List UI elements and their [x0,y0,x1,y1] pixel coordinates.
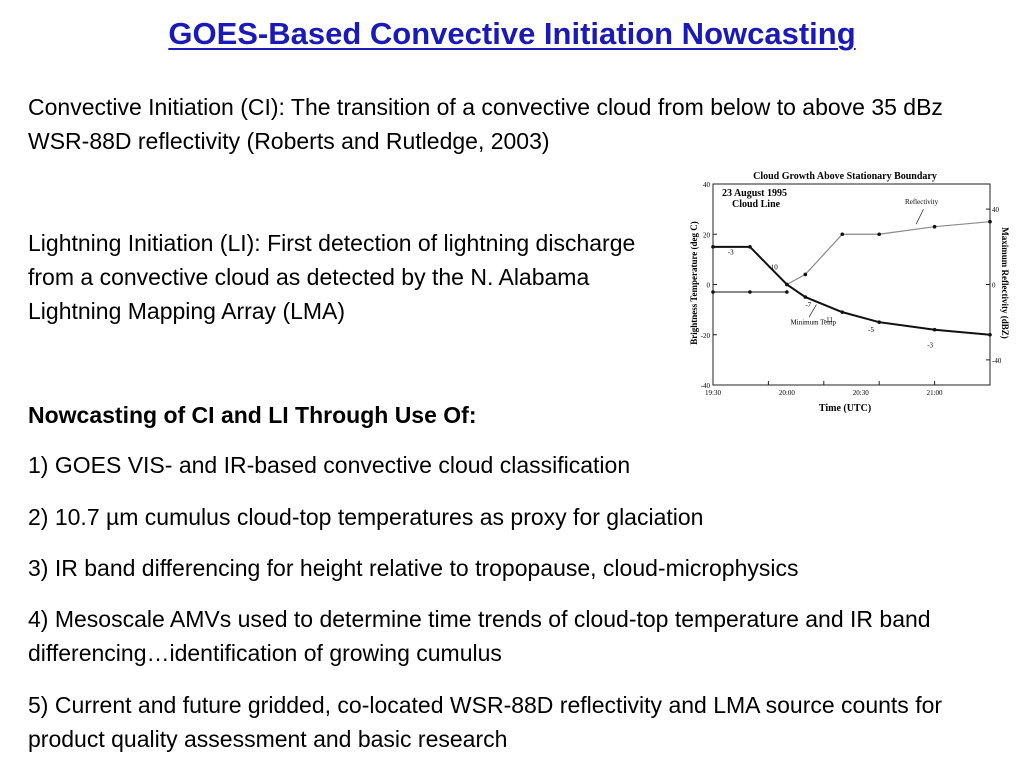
data-label: -5 [868,326,874,334]
chart-title: Cloud Growth Above Stationary Boundary [753,171,937,182]
series-label-pointer [808,304,817,318]
data-point [748,245,752,249]
y-axis-label: Brightness Temperature (deg C) [689,221,699,345]
data-point [932,327,937,332]
data-point [988,219,992,224]
plot-frame [712,183,991,386]
data-point [932,224,937,229]
x-tick-label: 21:00 [927,389,943,397]
y-tick-label: 40 [703,181,711,189]
x-axis-label: Time (UTC) [819,403,871,414]
y-axis-right-label: Maximum Reflectivity (dBZ) [1000,227,1010,338]
data-label: -3 [927,341,933,349]
data-point [840,310,845,314]
data-point [877,232,881,237]
x-tick-label: 20:30 [853,389,869,397]
nowcasting-heading: Nowcasting of CI and LI Through Use Of: [28,402,477,428]
data-label: -10 [768,263,778,271]
li-definition: Lightning Initiation (LI): First detecti… [28,230,636,324]
x-tick-label: 19:30 [705,389,721,397]
y-tick-label: 20 [703,231,711,239]
y-right-tick-label: -40 [992,357,1002,365]
data-point [711,245,715,249]
chart-annotation-date: 23 August 1995 [722,188,787,199]
y-right-tick-label: 0 [992,282,996,290]
data-point [877,320,881,324]
ci-definition: Convective Initiation (CI): The transiti… [28,94,943,154]
data-point [785,290,789,294]
list-item: 4) Mesoscale AMVs used to determine time… [28,606,931,666]
y-tick-label: -40 [701,382,711,390]
data-label: -7 [805,301,811,309]
chart-annotation-case: Cloud Line [732,199,781,210]
x-tick-label: 20:00 [779,389,795,397]
data-point [711,290,715,294]
data-point [748,290,752,294]
data-point [803,272,808,277]
list-item: 1) GOES VIS- and IR-based convective clo… [28,452,631,478]
list-item: 2) 10.7 µm cumulus cloud-top temperature… [28,504,704,530]
list-item: 5) Current and future gridded, co-locate… [28,692,943,752]
series-line-minimum-temp [713,245,991,336]
list-item: 3) IR band differencing for height relat… [28,555,799,581]
data-label: -11 [824,316,834,324]
y-right-tick-label: 40 [992,206,1000,214]
page-title: GOES-Based Convective Initiation Nowcast… [168,16,856,51]
y-tick-label: -20 [701,332,711,340]
data-point [988,332,992,337]
series-label-reflectivity: Reflectivity [905,198,939,206]
data-label: -3 [728,248,734,256]
series-label-minimum-temp: Minimum Temp [791,319,837,327]
data-point [803,295,808,299]
data-point [785,282,789,287]
cloud-growth-chart: Cloud Growth Above Stationary Boundary 4… [680,163,1010,418]
series-label-pointer [915,208,924,225]
series-line-reflectivity [786,221,991,286]
data-point [840,232,845,237]
y-tick-label: 0 [707,282,711,290]
